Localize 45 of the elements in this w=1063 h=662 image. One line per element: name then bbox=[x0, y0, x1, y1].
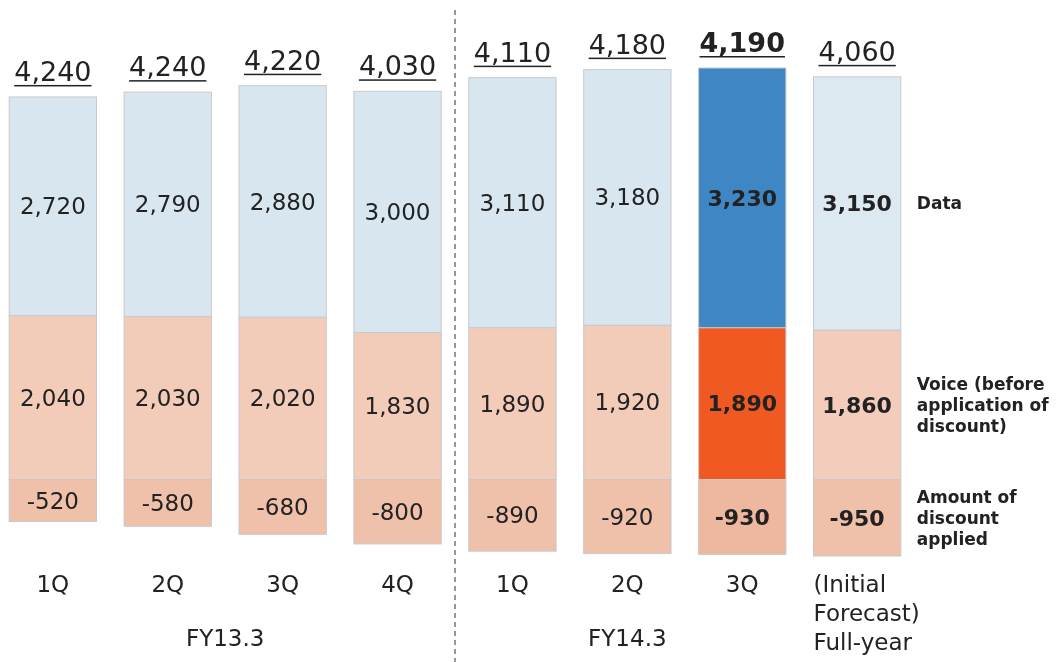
x-tick-label: 3Q bbox=[266, 571, 300, 597]
data-label: -800 bbox=[371, 498, 424, 525]
data-label: 2,880 bbox=[249, 188, 316, 215]
data-label: 2,790 bbox=[134, 191, 201, 218]
data-label: 3,150 bbox=[822, 191, 892, 217]
x-tick-label: 2Q bbox=[151, 571, 185, 597]
x-tick-label: 1Q bbox=[36, 571, 70, 597]
data-label: -950 bbox=[829, 505, 885, 531]
total-label: 4,110 bbox=[473, 36, 552, 68]
data-label: 2,020 bbox=[249, 385, 316, 412]
data-label: -920 bbox=[601, 503, 654, 530]
data-label: 3,000 bbox=[364, 198, 431, 225]
data-label: 2,030 bbox=[134, 385, 201, 412]
data-label: -930 bbox=[714, 504, 770, 530]
total-label: 4,180 bbox=[588, 28, 666, 60]
data-label: 1,860 bbox=[822, 392, 892, 418]
data-label: 3,230 bbox=[707, 185, 778, 211]
x-tick-label: 4Q bbox=[381, 571, 414, 597]
x-tick-label: 3Q bbox=[725, 571, 759, 597]
total-label: 4,190 bbox=[699, 27, 785, 58]
data-label: 2,720 bbox=[19, 193, 86, 220]
data-label: 1,890 bbox=[707, 391, 778, 417]
total-label: 4,060 bbox=[818, 35, 896, 67]
total-label: 4,240 bbox=[129, 51, 207, 83]
x-tick-label: 1Q bbox=[496, 571, 529, 597]
data-label: 3,180 bbox=[594, 184, 661, 211]
text: FY13.3 bbox=[185, 625, 265, 651]
text: FY14.3 bbox=[588, 625, 667, 651]
series-label: Amount of discount applied bbox=[916, 486, 1018, 549]
data-label: 1,830 bbox=[364, 393, 431, 420]
total-label: 4,220 bbox=[244, 44, 322, 76]
data-label: 1,890 bbox=[479, 390, 546, 417]
data-label: 3,110 bbox=[479, 189, 546, 216]
data-label: -890 bbox=[486, 502, 539, 529]
series-label: Voice (before application of discount) bbox=[916, 373, 1050, 436]
series-label: Data bbox=[916, 193, 962, 214]
x-tick-label: (Initial Forecast) Full-year bbox=[813, 571, 920, 655]
data-label: 1,920 bbox=[594, 389, 661, 416]
data-label: -680 bbox=[256, 494, 309, 521]
total-label: 4,240 bbox=[14, 55, 92, 87]
data-label: 2,040 bbox=[19, 384, 86, 411]
data-label: -520 bbox=[26, 487, 79, 514]
data-label: -580 bbox=[141, 489, 194, 516]
total-label: 4,030 bbox=[358, 50, 437, 82]
x-tick-label: 2Q bbox=[610, 571, 644, 597]
